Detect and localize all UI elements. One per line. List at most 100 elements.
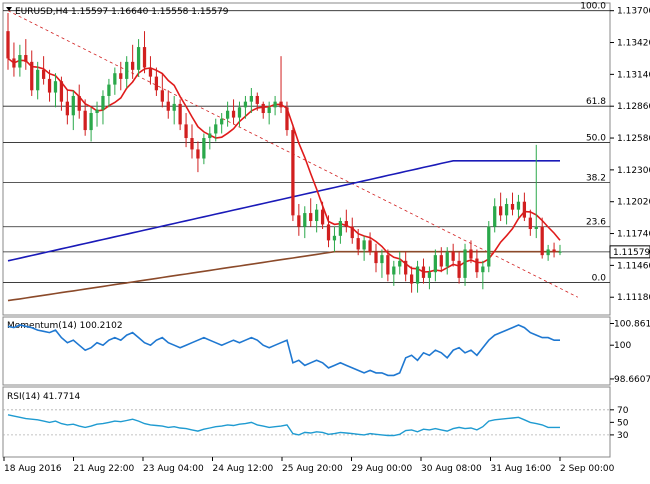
candle <box>439 247 443 273</box>
candle <box>309 198 313 227</box>
candle <box>24 39 28 70</box>
price-tick-label: 1.11740 <box>617 230 650 240</box>
candle-body <box>184 124 188 139</box>
candle-body <box>237 107 242 118</box>
candle-body <box>255 95 259 104</box>
candle-body <box>131 61 135 70</box>
fib-level-label: 38.2 <box>586 173 606 183</box>
candle-body <box>326 224 331 241</box>
candle <box>427 266 432 290</box>
candle <box>71 90 75 131</box>
candle <box>107 78 111 108</box>
fib-level-label: 0.0 <box>592 273 607 283</box>
candle-body <box>516 201 521 210</box>
candle-body <box>558 251 562 253</box>
candle <box>315 203 319 233</box>
candle-body <box>53 81 58 93</box>
candle-body <box>344 221 348 227</box>
candle-body <box>172 103 176 111</box>
candle-body <box>297 215 301 227</box>
time-tick-label: 2 Sep 00:00 <box>560 464 615 474</box>
candle <box>196 141 200 173</box>
candle-body <box>6 31 10 59</box>
candle <box>101 90 105 125</box>
price-tick-label: 1.13700 <box>617 7 650 17</box>
current-price-tag: 1.11579 <box>609 245 650 259</box>
candle-body <box>36 69 40 91</box>
candle-body <box>89 113 93 131</box>
candle <box>528 209 532 236</box>
candle <box>481 260 485 290</box>
candle <box>172 95 176 125</box>
candle <box>463 243 467 286</box>
candle-body <box>415 266 420 284</box>
price-tick-label: 1.13420 <box>617 39 650 49</box>
candle <box>6 12 10 70</box>
sma-20-line <box>7 57 561 273</box>
candle <box>368 232 372 256</box>
candle-body <box>427 272 432 278</box>
candle <box>326 215 331 248</box>
candle-body <box>409 274 414 284</box>
candle <box>261 101 265 119</box>
symbol-label: EURUSD,H4 1.15597 1.16640 1.15558 1.1557… <box>15 7 229 17</box>
candle <box>421 258 426 284</box>
candle <box>89 107 93 142</box>
candle-body <box>125 61 129 79</box>
time-tick-label: 29 Aug 00:00 <box>352 464 413 474</box>
momentum-series <box>7 324 560 377</box>
candle-body <box>303 213 307 227</box>
rsi-pane[interactable] <box>2 386 611 458</box>
candle-body <box>107 84 111 96</box>
candle <box>267 101 271 125</box>
candle <box>59 76 64 111</box>
candle <box>475 249 479 278</box>
fib-level-label: 61.8 <box>586 97 606 107</box>
candle-body <box>499 206 503 216</box>
candle <box>499 192 503 222</box>
candle <box>273 95 277 116</box>
time-tick-label: 25 Aug 20:00 <box>282 464 343 474</box>
momentum-line <box>7 324 560 377</box>
candle-body <box>332 235 337 241</box>
fibonacci-levels: 100.0 61.8 50.0 38.2 23.6 0.0 <box>3 2 610 283</box>
candle <box>392 260 396 286</box>
candle-body <box>398 260 402 267</box>
candle <box>386 249 390 282</box>
time-tick-label: 21 Aug 22:00 <box>74 464 135 474</box>
candle-body <box>540 226 544 256</box>
candle-body <box>368 240 372 252</box>
candle <box>113 67 117 95</box>
candle-body <box>214 124 218 134</box>
candle-body <box>380 255 384 264</box>
candle <box>279 56 283 114</box>
candle <box>225 101 230 127</box>
candle <box>214 118 218 142</box>
candle <box>558 244 562 256</box>
candle-body <box>166 101 170 111</box>
candle-body <box>279 101 283 108</box>
candle <box>220 113 224 134</box>
candle-body <box>225 110 230 119</box>
candle-body <box>71 95 75 116</box>
candle-body <box>148 67 153 77</box>
candle-body <box>487 226 491 267</box>
time-tick-label: 24 Aug 12:00 <box>213 464 274 474</box>
candle-body <box>202 138 206 159</box>
candle-body <box>65 101 69 116</box>
candle-body <box>220 118 224 125</box>
candle-body <box>178 103 182 125</box>
candle <box>95 101 99 127</box>
candle-body <box>475 258 479 273</box>
fib-level-label: 50.0 <box>586 134 606 144</box>
candle-body <box>404 260 408 275</box>
price-tick-label: 1.11460 <box>617 261 650 271</box>
candle <box>332 226 337 252</box>
price-pane[interactable] <box>2 2 611 316</box>
time-tick-label: 31 Aug 16:00 <box>491 464 552 474</box>
collapse-triangle-icon[interactable] <box>6 7 12 11</box>
candle <box>77 84 81 119</box>
candle <box>493 198 497 233</box>
